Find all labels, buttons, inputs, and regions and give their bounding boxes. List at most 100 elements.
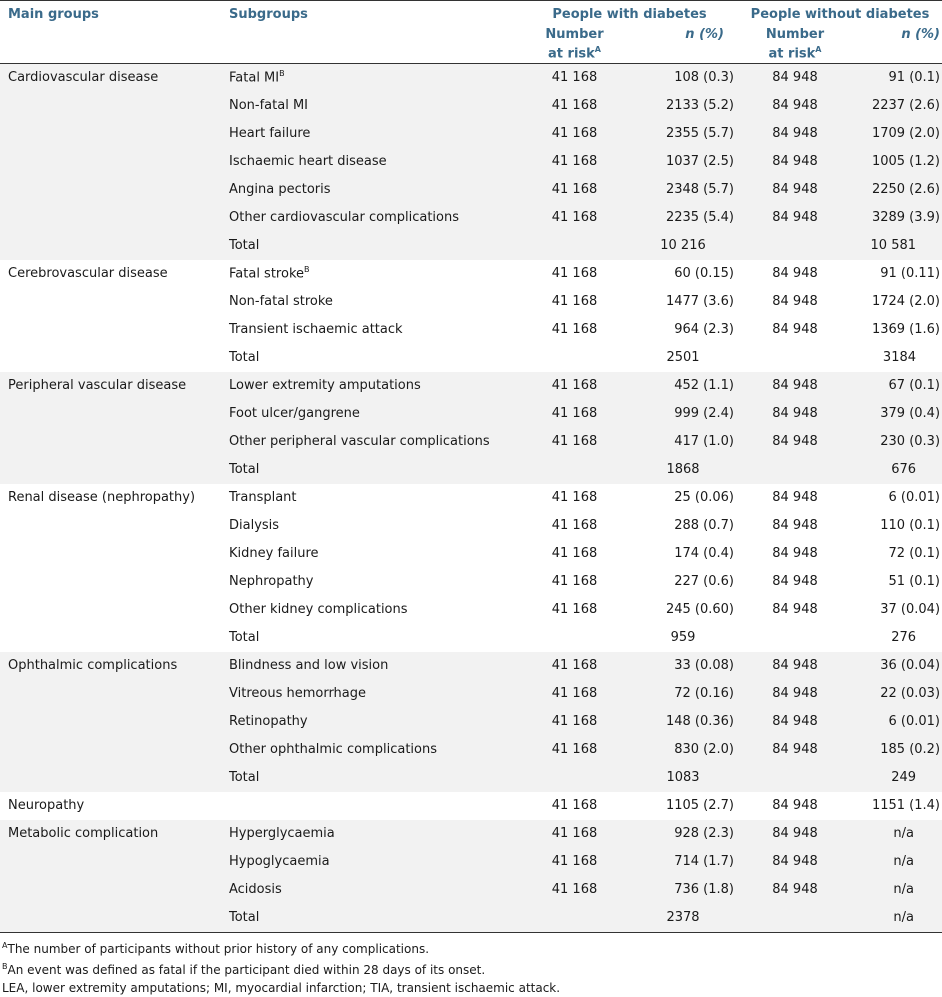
header-number-at-risk-with: Number at riskA xyxy=(521,26,628,64)
number-at-risk-with-cell: 41 168 xyxy=(551,294,598,309)
total-without-cell: 249 xyxy=(852,763,942,792)
table-row: Kidney failure 41 168 174 (0.4) 84 948 72 (0… xyxy=(0,540,942,568)
n-pct-with-cell: 2133 (5.2) xyxy=(628,91,738,120)
header-without-diabetes: People without diabetes xyxy=(738,0,942,27)
number-at-risk-with-cell: 41 168 xyxy=(521,875,628,904)
n-pct-with-cell: 108 (0.3) xyxy=(628,63,738,92)
n-pct-with-cell: 33 (0.08) xyxy=(628,651,738,680)
subgroup-cell: Heart failure xyxy=(221,119,521,148)
table-row: Transient ischaemic attack 41 168 964 (2.3… xyxy=(0,316,942,344)
total-without-cell: 676 xyxy=(852,455,942,484)
total-with-cell: 959 xyxy=(670,630,696,645)
table-row: Total 2501 3184 xyxy=(0,344,942,372)
main-group-cell xyxy=(0,288,221,316)
number-at-risk-without-cell: 84 948 xyxy=(738,371,852,400)
n-pct-with-cell: 928 (2.3) xyxy=(628,819,738,848)
subgroup-cell: Hyperglycaemia xyxy=(221,819,521,848)
table-row: Total 1868 676 xyxy=(0,455,942,484)
main-group-cell xyxy=(0,679,221,708)
n-pct-with-cell: 964 (2.3) xyxy=(674,322,734,337)
number-at-risk-with-cell: 41 168 xyxy=(521,707,628,736)
n-pct-without-cell: 2237 (2.6) xyxy=(852,91,942,120)
number-at-risk-without-cell: 84 948 xyxy=(738,175,852,204)
n-pct-with-cell: 148 (0.36) xyxy=(628,707,738,736)
table-row: Other peripheral vascular complications 4… xyxy=(0,427,942,456)
n-pct-with-cell: 2355 (5.7) xyxy=(628,119,738,148)
number-at-risk-without-cell: 84 948 xyxy=(772,602,818,617)
number-at-risk-without-cell: 84 948 xyxy=(772,518,818,533)
footnote: AThe number of participants without prio… xyxy=(2,940,430,956)
number-at-risk-with-cell: 41 168 xyxy=(551,798,598,813)
main-group-cell xyxy=(0,316,221,344)
number-at-risk-without-cell: 84 948 xyxy=(772,798,818,813)
n-pct-without-cell: 6 (0.01) xyxy=(852,707,942,736)
number-at-risk-without-cell xyxy=(738,344,852,372)
number-at-risk-with-cell: 41 168 xyxy=(521,735,628,764)
n-pct-without-cell: 230 (0.3) xyxy=(852,427,942,456)
subgroup-cell: Angina pectoris xyxy=(221,175,521,204)
n-pct-without-cell: 6 (0.01) xyxy=(888,490,941,505)
number-at-risk-without-cell: 84 948 xyxy=(738,679,852,708)
subgroup-cell: Total xyxy=(221,455,521,484)
number-at-risk-without-cell: 84 948 xyxy=(738,119,852,148)
subgroup-cell: Acidosis xyxy=(221,875,521,904)
number-at-risk-with-cell: 41 168 xyxy=(521,651,628,680)
table-row: Total 1083 249 xyxy=(0,763,942,792)
total-with-cell: 10 216 xyxy=(628,231,738,260)
number-at-risk-with-cell: 41 168 xyxy=(551,518,598,533)
number-at-risk-without-cell xyxy=(738,624,852,652)
n-pct-without-cell: 2250 (2.6) xyxy=(852,175,942,204)
main-group-cell: Ophthalmic complications xyxy=(0,651,221,680)
n-pct-without-cell: 1369 (1.6) xyxy=(871,322,941,337)
subgroup-cell: Transient ischaemic attack xyxy=(229,322,403,337)
subgroup-cell xyxy=(221,792,521,820)
table-row: Total 2378 n/a xyxy=(0,903,942,933)
n-pct-with-cell: 25 (0.06) xyxy=(674,490,734,505)
n-pct-with-cell: 452 (1.1) xyxy=(628,371,738,400)
subgroup-cell: Total xyxy=(221,231,521,260)
table-row: Renal disease (nephropathy) Transplant 41 … xyxy=(0,484,942,512)
table-row: Neuropathy 41 168 1105 (2.7) 84 948 1151 (1.… xyxy=(0,792,942,820)
subgroup-cell: Other kidney complications xyxy=(229,602,408,617)
number-at-risk-with-cell xyxy=(521,344,628,372)
footnote: LEA, lower extremity amputations; MI, my… xyxy=(2,980,561,995)
main-group-cell: Peripheral vascular disease xyxy=(0,371,221,400)
number-at-risk-with-cell: 41 168 xyxy=(521,847,628,876)
number-at-risk-without-cell xyxy=(738,903,852,933)
number-at-risk-with-cell: 41 168 xyxy=(551,574,598,589)
main-group-cell xyxy=(0,427,221,456)
table-row: Total 959 276 xyxy=(0,624,942,652)
main-group-cell xyxy=(0,735,221,764)
n-pct-without-cell: 379 (0.4) xyxy=(852,399,942,428)
subgroup-cell: Total xyxy=(229,630,260,645)
subgroup-cell: Total xyxy=(221,763,521,792)
number-at-risk-without-cell: 84 948 xyxy=(738,707,852,736)
subgroup-cell: Transplant xyxy=(229,490,297,505)
footnote: BAn event was defined as fatal if the pa… xyxy=(2,961,486,977)
main-group-cell xyxy=(0,512,221,540)
n-pct-without-cell: 36 (0.04) xyxy=(852,651,942,680)
main-group-cell xyxy=(0,147,221,176)
table-row: Cerebrovascular disease Fatal strokeB 41 1… xyxy=(0,260,942,288)
number-at-risk-without-cell: 84 948 xyxy=(738,735,852,764)
subgroup-cell: Dialysis xyxy=(229,518,280,533)
n-pct-with-cell: 417 (1.0) xyxy=(628,427,738,456)
number-at-risk-without-cell: 84 948 xyxy=(738,875,852,904)
subgroup-cell: Other ophthalmic complications xyxy=(221,735,521,764)
main-group-cell xyxy=(0,763,221,792)
n-pct-without-cell: 51 (0.1) xyxy=(888,574,941,589)
table-row: Non-fatal stroke 41 168 1477 (3.6) 84 948 17… xyxy=(0,288,942,316)
number-at-risk-without-cell: 84 948 xyxy=(772,574,818,589)
n-pct-with-cell: 1105 (2.7) xyxy=(665,798,734,813)
main-group-cell xyxy=(0,624,221,652)
number-at-risk-without-cell: 84 948 xyxy=(738,399,852,428)
table-row: Other kidney complications 41 168 245 (0.6… xyxy=(0,596,942,624)
number-at-risk-without-cell: 84 948 xyxy=(738,819,852,848)
number-at-risk-with-cell: 41 168 xyxy=(551,490,598,505)
subgroup-cell: Foot ulcer/gangrene xyxy=(221,399,521,428)
total-without-cell: 3184 xyxy=(882,350,917,365)
main-group-cell xyxy=(0,847,221,876)
number-at-risk-without-cell: 84 948 xyxy=(772,322,818,337)
number-at-risk-without-cell: 84 948 xyxy=(738,91,852,120)
n-pct-without-cell: 1724 (2.0) xyxy=(871,294,941,309)
